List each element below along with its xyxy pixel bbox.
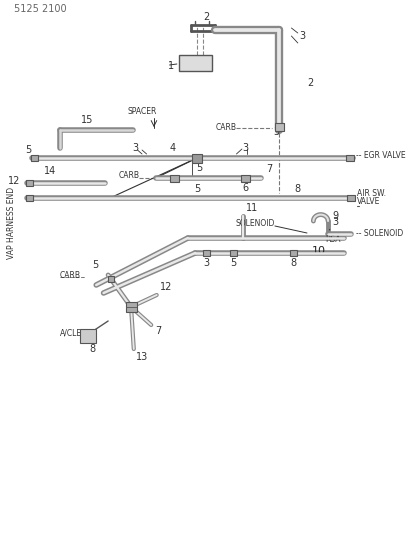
Text: CARB: CARB — [118, 172, 139, 181]
Text: 3: 3 — [133, 143, 139, 153]
Text: 14: 14 — [44, 166, 57, 176]
Text: -- EGR VALVE: -- EGR VALVE — [355, 150, 405, 159]
Text: SOLENOID: SOLENOID — [235, 219, 275, 228]
Bar — [26, 195, 33, 201]
Text: 5125 2100: 5125 2100 — [14, 4, 67, 14]
Bar — [80, 329, 96, 343]
Text: 4: 4 — [170, 143, 176, 153]
Text: 7: 7 — [266, 164, 272, 174]
Text: 5: 5 — [25, 145, 31, 155]
Bar — [26, 180, 33, 186]
Bar — [202, 250, 210, 256]
Bar — [275, 123, 284, 131]
Text: 5: 5 — [231, 258, 237, 268]
Bar — [170, 174, 179, 182]
Text: 3: 3 — [333, 217, 339, 227]
Text: 12: 12 — [8, 176, 20, 186]
Text: 5: 5 — [197, 163, 203, 173]
Text: 15: 15 — [81, 115, 93, 125]
Bar — [346, 155, 354, 161]
Bar — [108, 276, 114, 282]
Text: A/CLEAN: A/CLEAN — [60, 328, 93, 337]
Text: CARB: CARB — [215, 124, 236, 133]
Text: 5: 5 — [93, 260, 99, 270]
Bar — [193, 154, 202, 163]
Text: 8: 8 — [290, 258, 296, 268]
Text: 8: 8 — [89, 344, 95, 354]
Text: RSA: RSA — [325, 235, 341, 244]
Text: 11: 11 — [246, 203, 258, 213]
Text: 2: 2 — [203, 12, 209, 22]
Text: VALVE: VALVE — [357, 198, 381, 206]
Text: -- SOLENOID: -- SOLENOID — [355, 229, 403, 238]
Text: 2: 2 — [307, 78, 313, 88]
Bar — [179, 55, 212, 71]
Bar — [126, 302, 137, 312]
Bar — [230, 250, 237, 256]
Text: 7: 7 — [155, 326, 161, 336]
Text: 9: 9 — [333, 211, 339, 221]
Text: CARB: CARB — [60, 271, 80, 279]
Text: 5: 5 — [194, 184, 200, 194]
Bar — [241, 174, 250, 182]
Text: 8: 8 — [295, 184, 301, 194]
Text: 10: 10 — [312, 246, 326, 256]
Bar — [31, 155, 38, 161]
Text: 3: 3 — [203, 258, 209, 268]
Text: 1: 1 — [168, 61, 174, 71]
Bar — [347, 195, 355, 201]
Text: 3: 3 — [242, 143, 248, 153]
Text: 6: 6 — [242, 183, 248, 193]
Bar — [290, 250, 297, 256]
Text: 3: 3 — [299, 31, 306, 41]
Text: 3: 3 — [274, 127, 280, 137]
Text: 12: 12 — [160, 282, 173, 292]
Text: 13: 13 — [135, 352, 148, 362]
Text: AIR SW.: AIR SW. — [357, 189, 386, 198]
Text: VAP HARNESS END: VAP HARNESS END — [7, 187, 16, 259]
Text: SPACER: SPACER — [127, 108, 157, 117]
